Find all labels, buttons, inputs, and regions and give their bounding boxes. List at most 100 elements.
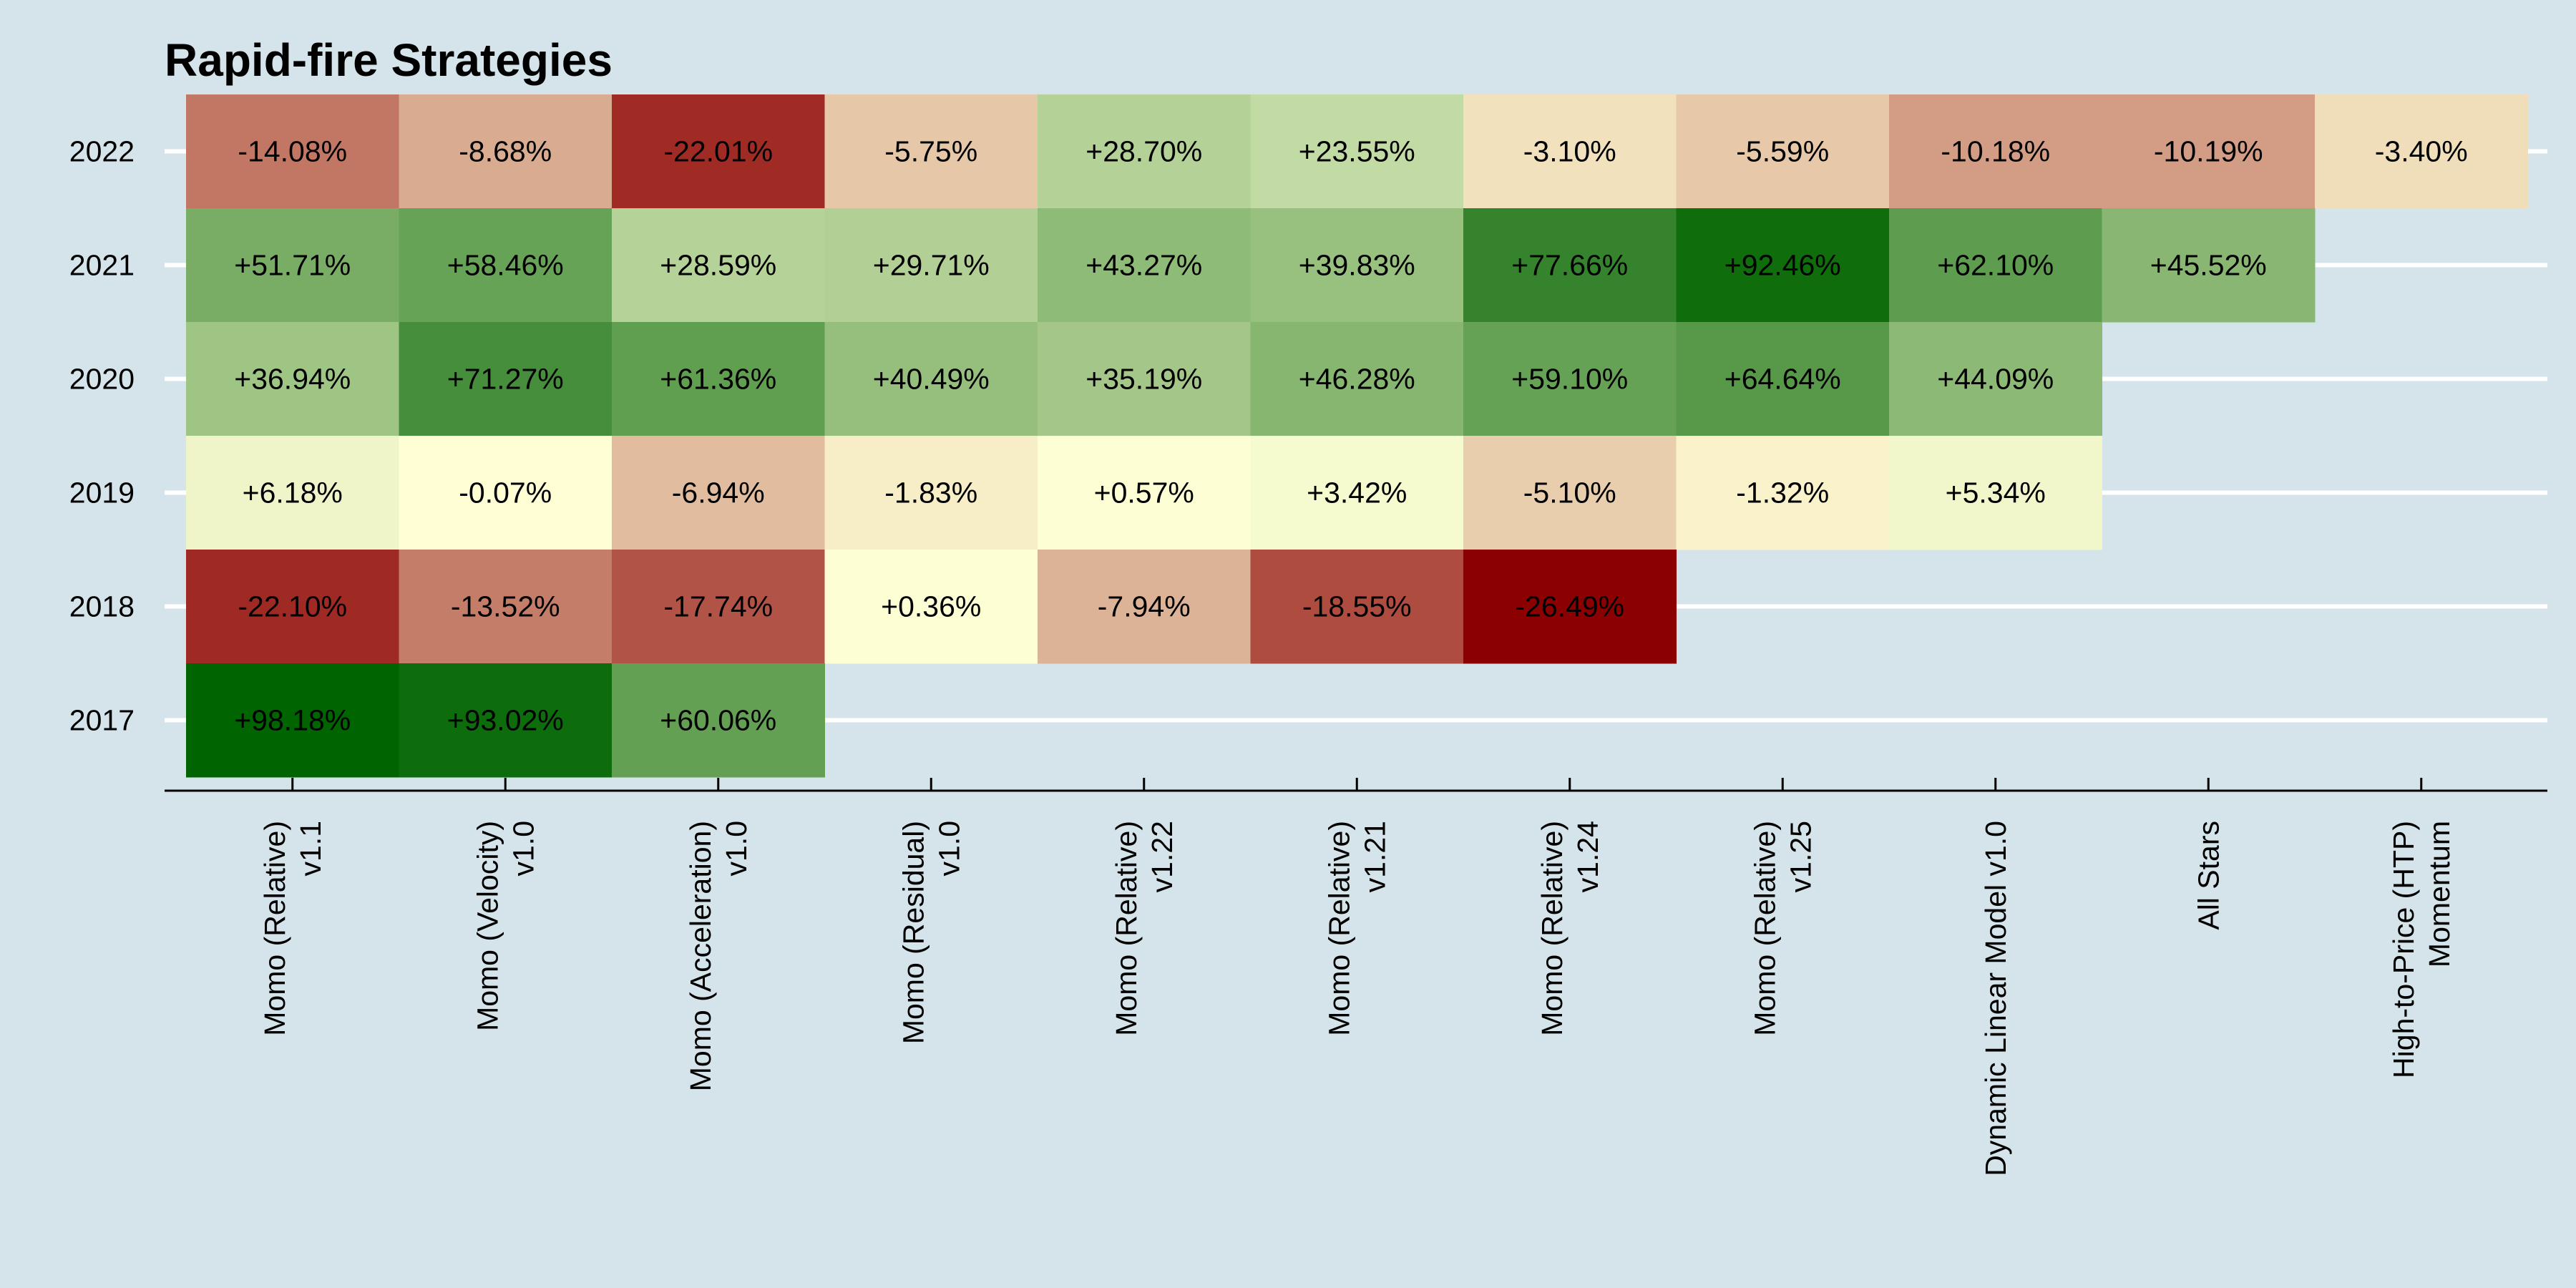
- heatmap-cell: [1889, 94, 2102, 209]
- cell-value-label: -18.55%: [1302, 590, 1412, 623]
- x-tick-label-line: v1.24: [1571, 821, 1604, 892]
- cell-value-label: +5.34%: [1946, 477, 2046, 509]
- heatmap-cell: [1038, 322, 1251, 436]
- heatmap-cell: [824, 208, 1038, 323]
- x-tick-label-line: Momentum: [2423, 821, 2456, 967]
- cell-value-label: -8.68%: [459, 135, 552, 168]
- heatmap-cell: [1250, 322, 1464, 436]
- x-tick-label: All Stars: [2192, 821, 2225, 930]
- x-tick-label: Dynamic Linear Model v1.0: [1979, 821, 2012, 1176]
- heatmap-cell: [1676, 94, 1890, 209]
- cell-value-label: +93.02%: [447, 704, 564, 737]
- heatmap-cell: [1889, 208, 2102, 323]
- cell-value-label: +36.94%: [234, 363, 351, 396]
- heatmap-cell: [1676, 436, 1890, 550]
- cell-value-label: -7.94%: [1098, 590, 1191, 623]
- heatmap-cell: [399, 436, 613, 550]
- cell-value-label: -10.18%: [1941, 135, 2050, 168]
- heatmap-cell: [2315, 94, 2528, 209]
- x-tick-label: Momo (Relative) v1.21: [1322, 821, 1391, 1036]
- x-tick-label-line: Momo (Relative): [1110, 821, 1143, 1036]
- x-tick-label: High-to-Price (HTP) Momentum: [2387, 821, 2456, 1078]
- cell-value-label: +29.71%: [873, 249, 990, 282]
- x-tick-label: Momo (Relative) v1.22: [1110, 821, 1179, 1036]
- x-tick-label-line: v1.22: [1146, 821, 1179, 892]
- heatmap-cell: [1038, 550, 1251, 664]
- cell-value-label: -3.40%: [2375, 135, 2468, 168]
- cell-value-label: +0.36%: [881, 590, 981, 623]
- x-tick-label-line: Momo (Acceleration): [684, 821, 717, 1091]
- heatmap-cell: [2102, 94, 2316, 209]
- heatmap-cells: -14.08% -8.68% -22.01% -5.75% +28.70% +23.55%…: [186, 94, 2528, 778]
- x-tick-label-line: v1.0: [720, 821, 753, 877]
- y-tick-label: 2017: [69, 704, 135, 737]
- cell-value-label: -0.07%: [459, 477, 552, 509]
- x-tick-label: Momo (Relative) v1.24: [1536, 821, 1604, 1036]
- y-tick-label: 2020: [69, 363, 135, 396]
- heatmap-cell: [399, 208, 613, 323]
- y-tick-label: 2022: [69, 135, 135, 168]
- x-tick-label-line: Momo (Relative): [1536, 821, 1568, 1036]
- heatmap-cell: [1463, 322, 1677, 436]
- heatmap-cell: [1889, 436, 2102, 550]
- heatmap-cell: [1676, 208, 1890, 323]
- x-tick-label-line: High-to-Price (HTP): [2387, 821, 2420, 1078]
- heatmap-cell: [1250, 550, 1464, 664]
- heatmap-cell: [186, 94, 399, 209]
- heatmap-cell: [1250, 94, 1464, 209]
- heatmap-cell: [612, 322, 825, 436]
- x-tick-label-line: Momo (Velocity): [471, 821, 504, 1031]
- cell-value-label: +60.06%: [660, 704, 776, 737]
- heatmap-cell: [612, 436, 825, 550]
- cell-value-label: +43.27%: [1085, 249, 1202, 282]
- heatmap-cell: [1038, 94, 1251, 209]
- heatmap-cell: [824, 94, 1038, 209]
- heatmap-cell: [399, 94, 613, 209]
- heatmap-cell: [186, 322, 399, 436]
- cell-value-label: +64.64%: [1724, 363, 1841, 396]
- cell-value-label: +61.36%: [660, 363, 776, 396]
- y-tick-label: 2018: [69, 590, 135, 623]
- heatmap-cell: [399, 550, 613, 664]
- cell-value-label: -5.59%: [1736, 135, 1829, 168]
- cell-value-label: -13.52%: [451, 590, 560, 623]
- heatmap-cell: [186, 208, 399, 323]
- cell-value-label: +92.46%: [1724, 249, 1841, 282]
- x-tick-label-line: v1.0: [932, 821, 965, 877]
- heatmap-cell: [186, 436, 399, 550]
- heatmap-cell: [824, 436, 1038, 550]
- heatmap-cell: [1676, 322, 1890, 436]
- x-tick-label-line: v1.1: [294, 821, 327, 877]
- heatmap-cell: [186, 663, 399, 778]
- x-tick-label: Momo (Velocity) v1.0: [471, 821, 540, 1031]
- cell-value-label: +46.28%: [1299, 363, 1415, 396]
- x-tick-label-line: v1.0: [507, 821, 540, 877]
- cell-value-label: -17.74%: [663, 590, 773, 623]
- heatmap-cell: [1463, 436, 1677, 550]
- heatmap-cell: [186, 550, 399, 664]
- heatmap-cell: [612, 208, 825, 323]
- cell-value-label: +0.57%: [1094, 477, 1194, 509]
- x-tick-label: Momo (Acceleration) v1.0: [684, 821, 753, 1091]
- cell-value-label: +62.10%: [1937, 249, 2054, 282]
- cell-value-label: +28.59%: [660, 249, 776, 282]
- cell-value-label: +3.42%: [1307, 477, 1407, 509]
- x-tick-label: Momo (Residual) v1.0: [897, 821, 965, 1044]
- heatmap-cell: [612, 94, 825, 209]
- heatmap-cell: [399, 322, 613, 436]
- x-tick-label: Momo (Relative) v1.1: [258, 821, 327, 1036]
- cell-value-label: +59.10%: [1511, 363, 1628, 396]
- x-tick-label-line: Dynamic Linear Model v1.0: [1979, 821, 2012, 1176]
- cell-value-label: -1.32%: [1736, 477, 1829, 509]
- heatmap-cell: [1250, 436, 1464, 550]
- cell-value-label: +77.66%: [1511, 249, 1628, 282]
- x-tick-label-line: v1.25: [1784, 821, 1817, 892]
- cell-value-label: -22.10%: [238, 590, 347, 623]
- cell-value-label: +28.70%: [1085, 135, 1202, 168]
- cell-value-label: -5.10%: [1523, 477, 1616, 509]
- cell-value-label: +39.83%: [1299, 249, 1415, 282]
- cell-value-label: -26.49%: [1515, 590, 1624, 623]
- heatmap-cell: [1463, 208, 1677, 323]
- heatmap-cell: [612, 663, 825, 778]
